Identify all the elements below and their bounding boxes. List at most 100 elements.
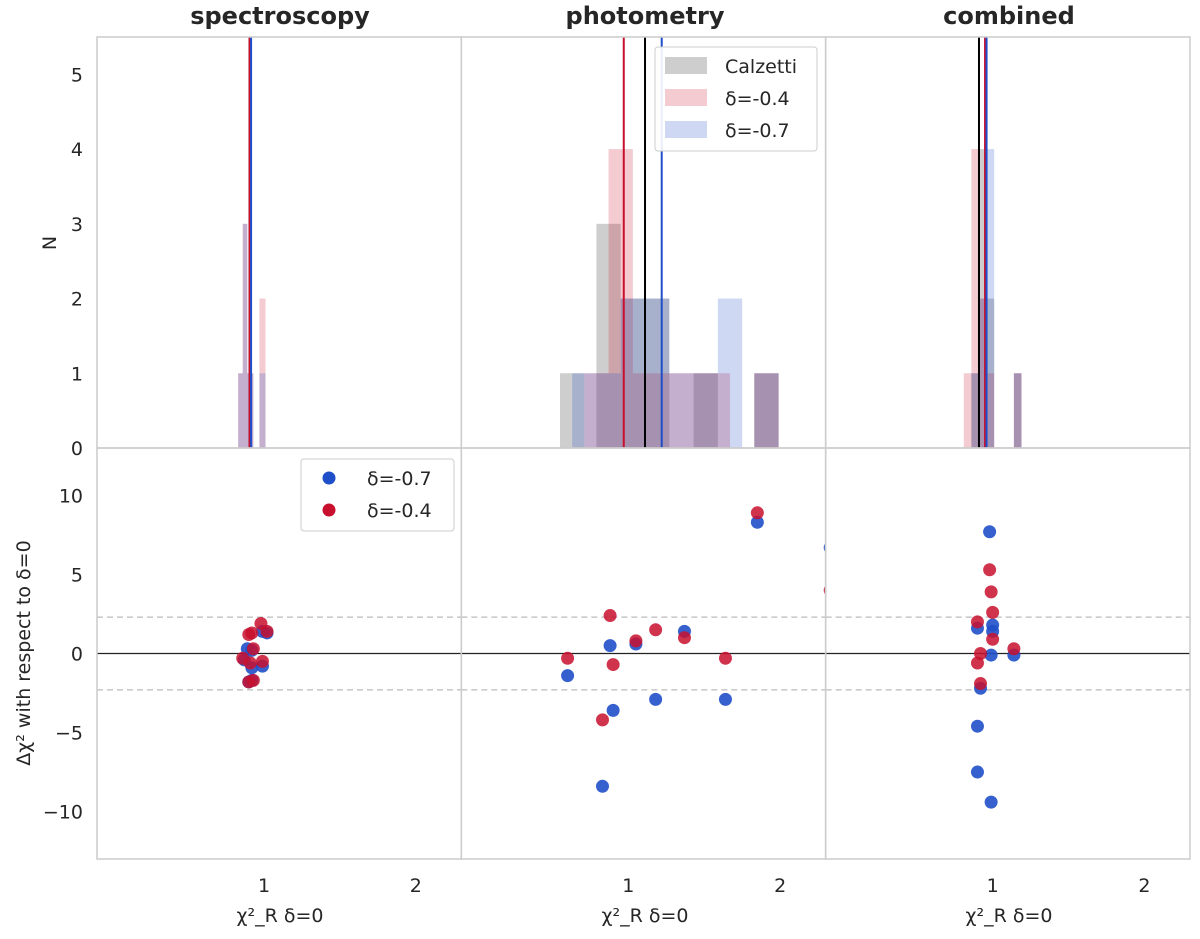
panel-title-photometry: photometry [566, 2, 725, 30]
axes-frame-top [96, 36, 463, 449]
point-delta-04 [246, 642, 260, 656]
hist-bar-delta-04 [584, 373, 609, 448]
legend-swatch-delta-04 [665, 89, 707, 106]
panel-title-combined: combined [943, 2, 1075, 30]
hist-bar-delta-07 [242, 223, 248, 448]
x-tick-label: 1 [258, 875, 270, 897]
hist-bar-delta-07 [986, 149, 995, 448]
point-delta-04 [750, 506, 764, 520]
point-delta-07 [983, 525, 997, 539]
hist-bar-calzetti [693, 373, 718, 448]
point-delta-04 [718, 651, 732, 665]
point-delta-04 [649, 623, 663, 637]
x-tick-label: 2 [410, 875, 422, 897]
point-delta-07 [970, 765, 984, 779]
histogram-spectroscopy [238, 37, 266, 448]
panel-title-spectroscopy: spectroscopy [190, 2, 370, 30]
axes-frame-top [824, 36, 1191, 449]
legend-swatch-delta-07 [665, 121, 707, 138]
hist-bar-calzetti [596, 223, 621, 448]
point-delta-04 [606, 658, 620, 672]
hist-bar-delta-07 [238, 373, 243, 448]
hist-bar-delta-04 [754, 373, 779, 448]
x-tick-label: 1 [987, 875, 999, 897]
point-delta-07 [603, 639, 617, 653]
axes-frame-bottom [824, 447, 1191, 860]
legend-box [300, 458, 455, 532]
point-delta-07 [561, 669, 575, 683]
histogram-photometry [560, 37, 856, 448]
hist-bar-calzetti [978, 149, 987, 448]
hist-bar-delta-07 [572, 373, 597, 448]
hist-bar-calzetti [1013, 373, 1022, 448]
y-tick-label-top: 2 [71, 289, 83, 311]
point-delta-07 [986, 618, 1000, 632]
scatter-photometry [461, 506, 826, 793]
hist-bar-delta-04 [978, 298, 987, 448]
y-tick-label-top: 1 [71, 363, 83, 385]
scatter-spectroscopy [97, 616, 462, 691]
point-delta-07 [970, 719, 984, 733]
point-delta-04 [260, 624, 274, 638]
hist-bar-delta-07 [596, 373, 621, 448]
y-tick-label-bottom: 10 [59, 485, 83, 507]
hist-bar-delta-04 [608, 149, 633, 448]
point-delta-07 [750, 515, 764, 529]
hist-bar-delta-07 [971, 373, 979, 448]
hist-bar-delta-04 [681, 373, 706, 448]
hist-bar-calzetti [832, 373, 856, 448]
point-delta-04 [984, 585, 998, 599]
hist-bar-calzetti [754, 373, 779, 448]
point-delta-07 [984, 648, 998, 662]
hist-bar-calzetti [645, 298, 670, 448]
histogram-combined [963, 37, 1022, 448]
hist-bar-calzetti [560, 373, 585, 448]
point-delta-04 [629, 634, 643, 648]
hist-bar-delta-07 [754, 373, 779, 448]
point-delta-04 [974, 677, 988, 691]
bottom-y-axis-label: Δχ² with respect to δ=0 [13, 540, 35, 765]
point-delta-04 [596, 713, 610, 727]
y-tick-label-top: 5 [71, 64, 83, 86]
point-delta-04 [970, 615, 984, 629]
x-axis-label-photometry: χ²_R δ=0 [602, 905, 689, 927]
hist-bar-delta-07 [620, 298, 646, 448]
point-delta-07 [718, 692, 732, 706]
scatter-combined [825, 525, 1190, 809]
legend-label-delta-04: δ=-0.4 [725, 88, 790, 110]
plot-area: 0 1 2 3 4 5 −10 −5 0 5 10 1 2 1 2 1 2 [43, 36, 1191, 897]
hist-bar-calzetti [620, 298, 646, 448]
x-axis-label-combined: χ²_R δ=0 [966, 905, 1053, 927]
point-delta-04 [245, 626, 259, 640]
hist-bar-delta-07 [693, 373, 718, 448]
legend-label-delta-07: δ=-0.7 [367, 468, 432, 490]
y-tick-label-bottom: −5 [55, 723, 83, 745]
hist-bar-delta-07 [645, 298, 670, 448]
hist-bar-delta-04 [963, 373, 972, 448]
hist-bar-delta-07 [259, 373, 266, 448]
scatter-legend: δ=-0.7 δ=-0.4 [300, 458, 455, 532]
point-delta-07 [984, 795, 998, 809]
point-delta-07 [606, 703, 620, 717]
point-delta-07 [649, 692, 663, 706]
point-delta-04 [603, 609, 617, 623]
hist-bar-calzetti [986, 298, 995, 448]
hist-bar-delta-04 [1013, 373, 1022, 448]
point-delta-04 [255, 654, 269, 668]
point-delta-07 [596, 779, 610, 793]
hist-bar-delta-04 [705, 373, 731, 448]
hist-bar-delta-04 [986, 373, 995, 448]
legend-marker-delta-07 [322, 471, 336, 485]
point-delta-04 [561, 651, 575, 665]
hist-bar-delta-07 [978, 298, 987, 448]
y-tick-label-bottom: 0 [71, 644, 83, 666]
hist-bar-delta-07 [717, 298, 743, 448]
point-delta-04 [986, 632, 1000, 646]
x-axis-label-spectroscopy: χ²_R δ=0 [237, 905, 324, 927]
y-tick-label-top: 3 [71, 214, 83, 236]
x-tick-label: 1 [622, 875, 634, 897]
legend-marker-delta-04 [322, 503, 336, 517]
hist-bar-delta-04 [971, 149, 979, 448]
hist-bar-calzetti [971, 373, 979, 448]
